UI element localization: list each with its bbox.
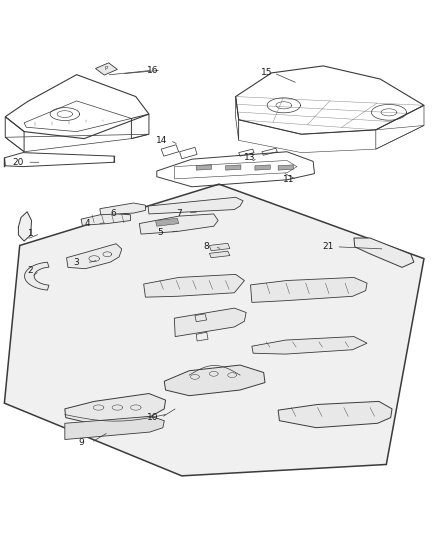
Polygon shape: [278, 401, 392, 427]
Polygon shape: [174, 308, 246, 336]
Text: 7: 7: [176, 208, 182, 217]
Polygon shape: [67, 244, 122, 269]
Text: 9: 9: [78, 438, 84, 447]
Text: 20: 20: [13, 158, 24, 167]
Text: 5: 5: [157, 228, 163, 237]
Text: 2: 2: [27, 266, 32, 276]
Text: P: P: [105, 67, 108, 71]
Polygon shape: [209, 251, 230, 258]
Text: 4: 4: [85, 219, 90, 228]
Polygon shape: [4, 184, 424, 476]
Polygon shape: [148, 197, 243, 214]
Polygon shape: [209, 243, 230, 251]
Text: 8: 8: [203, 243, 209, 251]
Text: 13: 13: [244, 154, 255, 163]
Text: 15: 15: [261, 68, 272, 77]
Polygon shape: [196, 165, 212, 170]
Polygon shape: [144, 274, 244, 297]
Text: 10: 10: [147, 413, 158, 422]
Polygon shape: [354, 238, 414, 268]
Text: 21: 21: [322, 243, 333, 251]
Text: 16: 16: [147, 66, 158, 75]
Polygon shape: [139, 214, 218, 234]
Polygon shape: [95, 63, 117, 75]
Polygon shape: [155, 219, 179, 226]
Polygon shape: [65, 416, 164, 440]
Text: 1: 1: [28, 229, 34, 238]
Polygon shape: [65, 393, 166, 424]
Polygon shape: [226, 165, 241, 170]
Polygon shape: [18, 212, 32, 241]
Polygon shape: [278, 165, 293, 170]
Text: 11: 11: [283, 175, 295, 184]
Polygon shape: [252, 336, 367, 354]
Polygon shape: [251, 278, 367, 302]
Text: 3: 3: [74, 259, 80, 268]
Polygon shape: [164, 365, 265, 395]
Polygon shape: [25, 262, 49, 290]
Text: 14: 14: [155, 136, 167, 145]
Polygon shape: [100, 203, 145, 215]
Polygon shape: [81, 213, 131, 225]
Text: 6: 6: [110, 208, 116, 217]
Polygon shape: [255, 165, 270, 170]
